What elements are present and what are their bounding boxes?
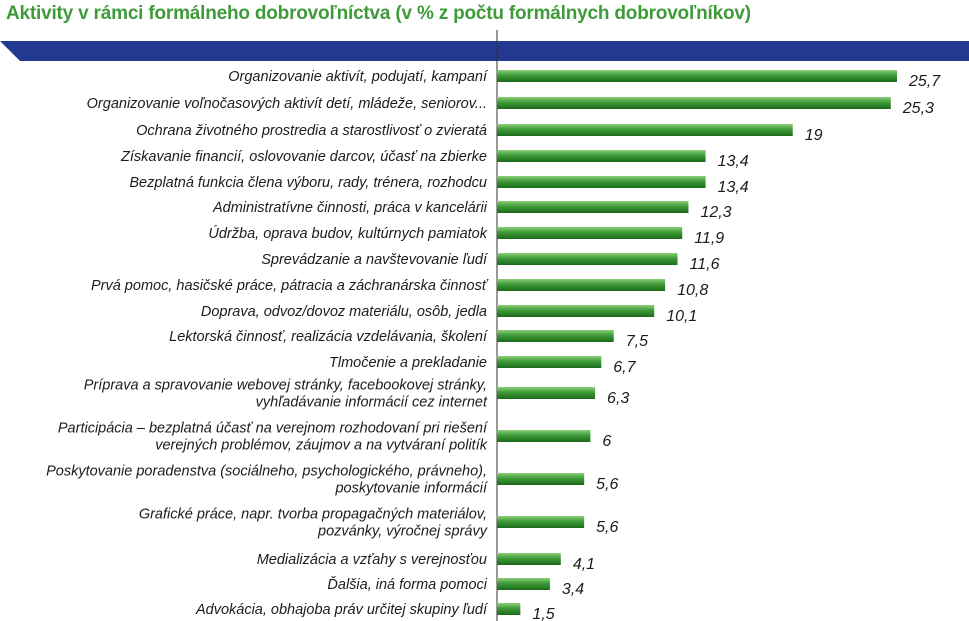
bar-8 <box>497 253 678 265</box>
category-label-14-line-1: Participácia – bezplatná účasť na verejn… <box>58 421 489 437</box>
value-label-7: 11,9 <box>694 230 724 247</box>
category-label-14-line-2: verejných problémov, záujmov a na vytvár… <box>155 438 488 454</box>
category-label-6: Administratívne činnosti, práca v kancel… <box>212 200 488 216</box>
category-label-17: Medializácia a vzťahy s verejnosťou <box>257 552 487 568</box>
category-label-4: Získavanie financií, oslovovanie darcov,… <box>120 149 487 165</box>
value-label-11: 7,5 <box>626 333 648 350</box>
bar-12 <box>497 356 601 368</box>
category-label-15-line-1: Poskytovanie poradenstva (sociálneho, ps… <box>46 464 487 480</box>
value-label-13: 6,3 <box>607 390 629 407</box>
value-label-16: 5,6 <box>596 519 618 536</box>
bar-16 <box>497 516 584 528</box>
value-label-19: 1,5 <box>532 606 554 621</box>
category-label-15-line-2: poskytovanie informácií <box>334 481 488 497</box>
value-label-6: 12,3 <box>700 204 731 221</box>
bar-1 <box>497 70 897 82</box>
category-label-18: Ďalšia, iná forma pomoci <box>327 576 487 593</box>
category-label-16-line-1: Grafické práce, napr. tvorba propagačnýc… <box>139 507 487 523</box>
category-label-3: Ochrana životného prostredia a starostli… <box>136 123 487 139</box>
bar-11 <box>497 330 614 342</box>
category-label-7: Údržba, oprava budov, kultúrnych pamiato… <box>208 225 487 242</box>
value-label-9: 10,8 <box>677 282 708 299</box>
bar-4 <box>497 150 706 162</box>
value-label-10: 10,1 <box>666 308 697 325</box>
value-label-17: 4,1 <box>573 556 595 573</box>
bar-5 <box>497 176 706 188</box>
category-label-11: Lektorská činnosť, realizácia vzdelávani… <box>169 329 489 345</box>
bar-chart: 25,7 Organizovanie aktivít, podujatí, kam… <box>0 0 969 621</box>
bar-9 <box>497 279 665 291</box>
header-band <box>0 41 969 61</box>
value-label-12: 6,7 <box>613 359 636 376</box>
category-label-1: Organizovanie aktivít, podujatí, kampaní <box>228 69 489 85</box>
value-label-14: 6 <box>602 433 611 450</box>
value-label-1: 25,7 <box>908 73 941 90</box>
value-label-3: 19 <box>805 127 823 144</box>
bar-6 <box>497 201 688 213</box>
value-label-2: 25,3 <box>902 100 934 117</box>
bar-15 <box>497 473 584 485</box>
category-label-10: Doprava, odvoz/dovoz materiálu, osôb, je… <box>201 304 487 320</box>
bar-2 <box>497 97 891 109</box>
value-label-15: 5,6 <box>596 476 618 493</box>
category-label-8: Sprevádzanie a navštevovanie ľudí <box>261 252 489 268</box>
bar-17 <box>497 553 561 565</box>
category-label-13-line-1: Príprava a spravovanie webovej stránky, … <box>84 378 487 394</box>
bar-18 <box>497 578 550 590</box>
value-label-5: 13,4 <box>718 179 749 196</box>
bar-14 <box>497 430 590 442</box>
category-label-12: Tlmočenie a prekladanie <box>329 355 487 371</box>
category-label-5: Bezplatná funkcia člena výboru, rady, tr… <box>129 175 487 191</box>
bar-13 <box>497 387 595 399</box>
bar-7 <box>497 227 682 239</box>
value-label-8: 11,6 <box>690 256 720 273</box>
category-label-2: Organizovanie voľnočasových aktivít detí… <box>87 96 487 112</box>
category-label-13-line-2: vyhľadávanie informácií cez internet <box>256 395 488 411</box>
bar-19 <box>497 603 520 615</box>
value-label-18: 3,4 <box>562 581 584 598</box>
category-label-9: Prvá pomoc, hasičské práce, pátracia a z… <box>91 278 489 294</box>
category-label-19: Advokácia, obhajoba práv určitej skupiny… <box>195 602 489 618</box>
bar-3 <box>497 124 793 136</box>
category-label-16-line-2: pozvánky, výročnej správy <box>317 524 488 540</box>
bar-10 <box>497 305 654 317</box>
value-label-4: 13,4 <box>718 153 749 170</box>
